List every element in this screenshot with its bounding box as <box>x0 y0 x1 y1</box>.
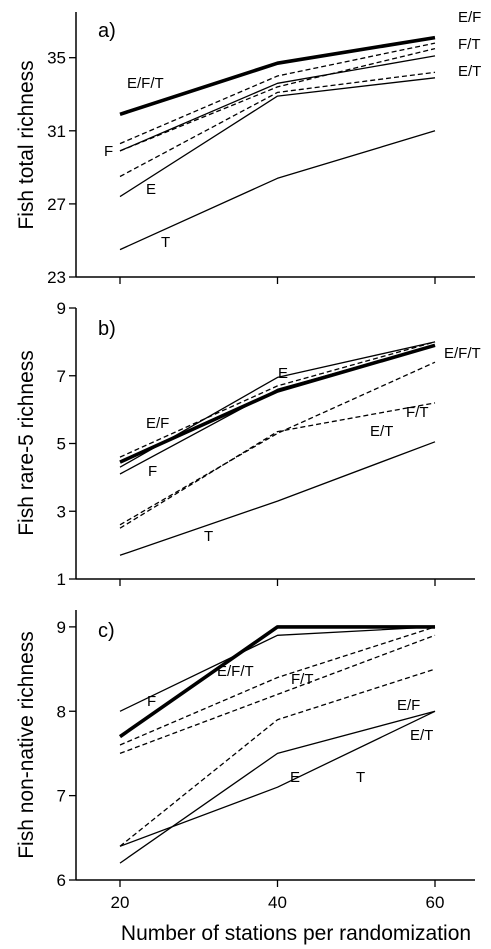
x-tick-label: 60 <box>426 893 445 912</box>
series-label-e-f: E/F <box>397 697 420 714</box>
panel-label: c) <box>98 620 115 642</box>
series-label-e-f-t: E/F/T <box>127 75 164 92</box>
y-tick-label: 8 <box>57 702 66 721</box>
series-line-e-f-t <box>119 343 436 464</box>
y-axis-title: Fish total richness <box>15 60 38 229</box>
series-label-e-f: E/F <box>146 415 169 432</box>
series-label-f-t: F/T <box>406 404 429 421</box>
series-line-e-f-t <box>118 625 435 739</box>
series-label-t: T <box>161 234 170 251</box>
series-label-e-f-t: E/F/T <box>217 663 254 680</box>
series-line-t <box>119 710 436 847</box>
y-tick-label: 9 <box>57 299 66 318</box>
y-tick-label: 27 <box>47 195 66 214</box>
series-line-f <box>119 626 436 712</box>
series-line-e-t <box>119 71 436 178</box>
y-tick-label: 31 <box>47 122 66 141</box>
y-tick-label: 7 <box>57 367 66 386</box>
series-label-e-t: E/T <box>370 423 393 440</box>
panel-label: b) <box>98 318 116 340</box>
y-tick-label: 3 <box>57 502 66 521</box>
series-label-f-t: F/T <box>291 671 314 688</box>
panel-label: a) <box>98 20 116 42</box>
series-line-f <box>119 55 436 152</box>
series-line-t <box>119 130 436 251</box>
series-label-e-t: E/T <box>410 727 433 744</box>
series-line-f-t <box>119 626 436 746</box>
y-tick-label: 9 <box>57 618 66 637</box>
y-tick-label: 1 <box>57 570 66 589</box>
series-label-e: E <box>290 769 300 786</box>
series-line-e-f <box>119 634 436 755</box>
series-line-e-f-t <box>119 35 436 117</box>
series-label-t: T <box>204 528 213 545</box>
y-tick-label: 6 <box>57 871 66 890</box>
series-line-f-t <box>119 361 436 526</box>
series-label-f: F <box>147 693 156 710</box>
series-line-f <box>119 344 436 475</box>
y-tick-label: 5 <box>57 435 66 454</box>
series-label-e: E <box>146 181 156 198</box>
series-label-t: T <box>356 769 365 786</box>
series-label-e-f-t: E/F/T <box>444 345 481 362</box>
y-axis-title: Fish non-native richness <box>15 631 38 859</box>
x-tick-label: 20 <box>111 893 130 912</box>
series-label-e: E <box>278 365 288 382</box>
x-tick-label: 40 <box>268 893 287 912</box>
series-label-f: F <box>148 463 157 480</box>
series-label-e-t: E/T <box>458 63 481 80</box>
y-tick-label: 35 <box>47 49 66 68</box>
series-line-t <box>119 441 436 556</box>
panel-a: 23 27 31 35 Fish total richness a) E/F/T E/F F/T… <box>15 9 481 287</box>
series-line-e-t <box>119 402 436 529</box>
y-tick-label: 7 <box>57 787 66 806</box>
series-line-e <box>119 341 436 468</box>
series-label-f: F <box>104 143 113 160</box>
series-line-e-t <box>119 668 436 847</box>
series-line-f-t <box>119 47 436 152</box>
series-line-e <box>119 77 436 198</box>
series-label-f-t: F/T <box>458 36 481 53</box>
series-line-e-f <box>119 341 436 458</box>
panel-b: 1 3 5 7 9 Fish rare-5 richness b) E/F/T E/F F/T E/… <box>15 299 481 589</box>
y-axis-title: Fish rare-5 richness <box>15 350 38 536</box>
series-line-e-f <box>119 42 436 145</box>
panel-c: 6 7 8 9 20 40 60 Fish non-native richness c) E/F/… <box>15 610 475 912</box>
series-label-e-f: E/F <box>458 9 481 26</box>
y-tick-label: 23 <box>47 268 66 287</box>
x-axis-title: Number of stations per randomization <box>121 922 471 945</box>
